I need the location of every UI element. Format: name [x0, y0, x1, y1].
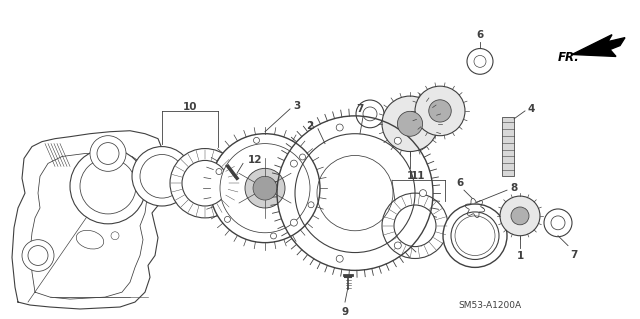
Text: 1: 1 [406, 171, 413, 181]
Circle shape [291, 160, 298, 167]
Circle shape [336, 124, 343, 131]
Text: 11: 11 [411, 171, 425, 181]
Circle shape [451, 212, 499, 259]
Circle shape [97, 143, 119, 164]
Circle shape [216, 169, 222, 174]
Circle shape [415, 86, 465, 136]
Text: 10: 10 [183, 102, 197, 112]
Polygon shape [12, 131, 162, 309]
Text: 7: 7 [570, 249, 577, 260]
Text: FR.: FR. [558, 51, 580, 64]
Bar [502, 117, 514, 176]
Circle shape [225, 216, 230, 222]
Circle shape [511, 207, 529, 225]
Circle shape [336, 255, 343, 262]
Text: 1: 1 [516, 250, 524, 261]
Circle shape [500, 196, 540, 236]
Circle shape [210, 134, 320, 243]
Text: 2: 2 [306, 121, 313, 131]
Circle shape [170, 149, 240, 218]
Circle shape [253, 137, 259, 143]
Circle shape [22, 240, 54, 271]
Text: 4: 4 [527, 104, 534, 114]
Circle shape [551, 216, 565, 230]
Circle shape [394, 137, 401, 144]
Circle shape [467, 48, 493, 74]
Circle shape [419, 190, 426, 197]
Circle shape [455, 216, 495, 256]
Circle shape [544, 209, 572, 237]
Circle shape [382, 96, 438, 152]
Circle shape [308, 202, 314, 208]
Circle shape [245, 168, 285, 208]
Circle shape [268, 107, 442, 279]
Circle shape [394, 242, 401, 249]
Circle shape [90, 136, 126, 171]
Circle shape [474, 56, 486, 67]
Circle shape [253, 176, 277, 200]
Text: 3: 3 [293, 101, 300, 111]
Text: 6: 6 [476, 30, 484, 40]
Circle shape [382, 193, 448, 258]
Circle shape [363, 107, 377, 121]
Circle shape [132, 146, 192, 206]
Circle shape [397, 111, 422, 136]
Text: 12: 12 [248, 155, 262, 166]
Circle shape [80, 159, 136, 214]
Text: 8: 8 [510, 183, 517, 193]
Circle shape [394, 205, 436, 247]
Text: 9: 9 [341, 307, 349, 317]
Circle shape [356, 100, 384, 128]
Circle shape [220, 144, 310, 233]
Polygon shape [572, 35, 625, 56]
Circle shape [429, 100, 451, 122]
Text: 7: 7 [356, 104, 364, 114]
Circle shape [291, 219, 298, 226]
Text: 6: 6 [456, 178, 463, 188]
Circle shape [140, 154, 184, 198]
Circle shape [182, 160, 228, 206]
Circle shape [300, 154, 305, 160]
Text: SM53-A1200A: SM53-A1200A [458, 300, 522, 309]
Circle shape [443, 204, 507, 267]
Circle shape [271, 233, 276, 239]
Circle shape [28, 246, 48, 265]
Circle shape [70, 149, 146, 224]
